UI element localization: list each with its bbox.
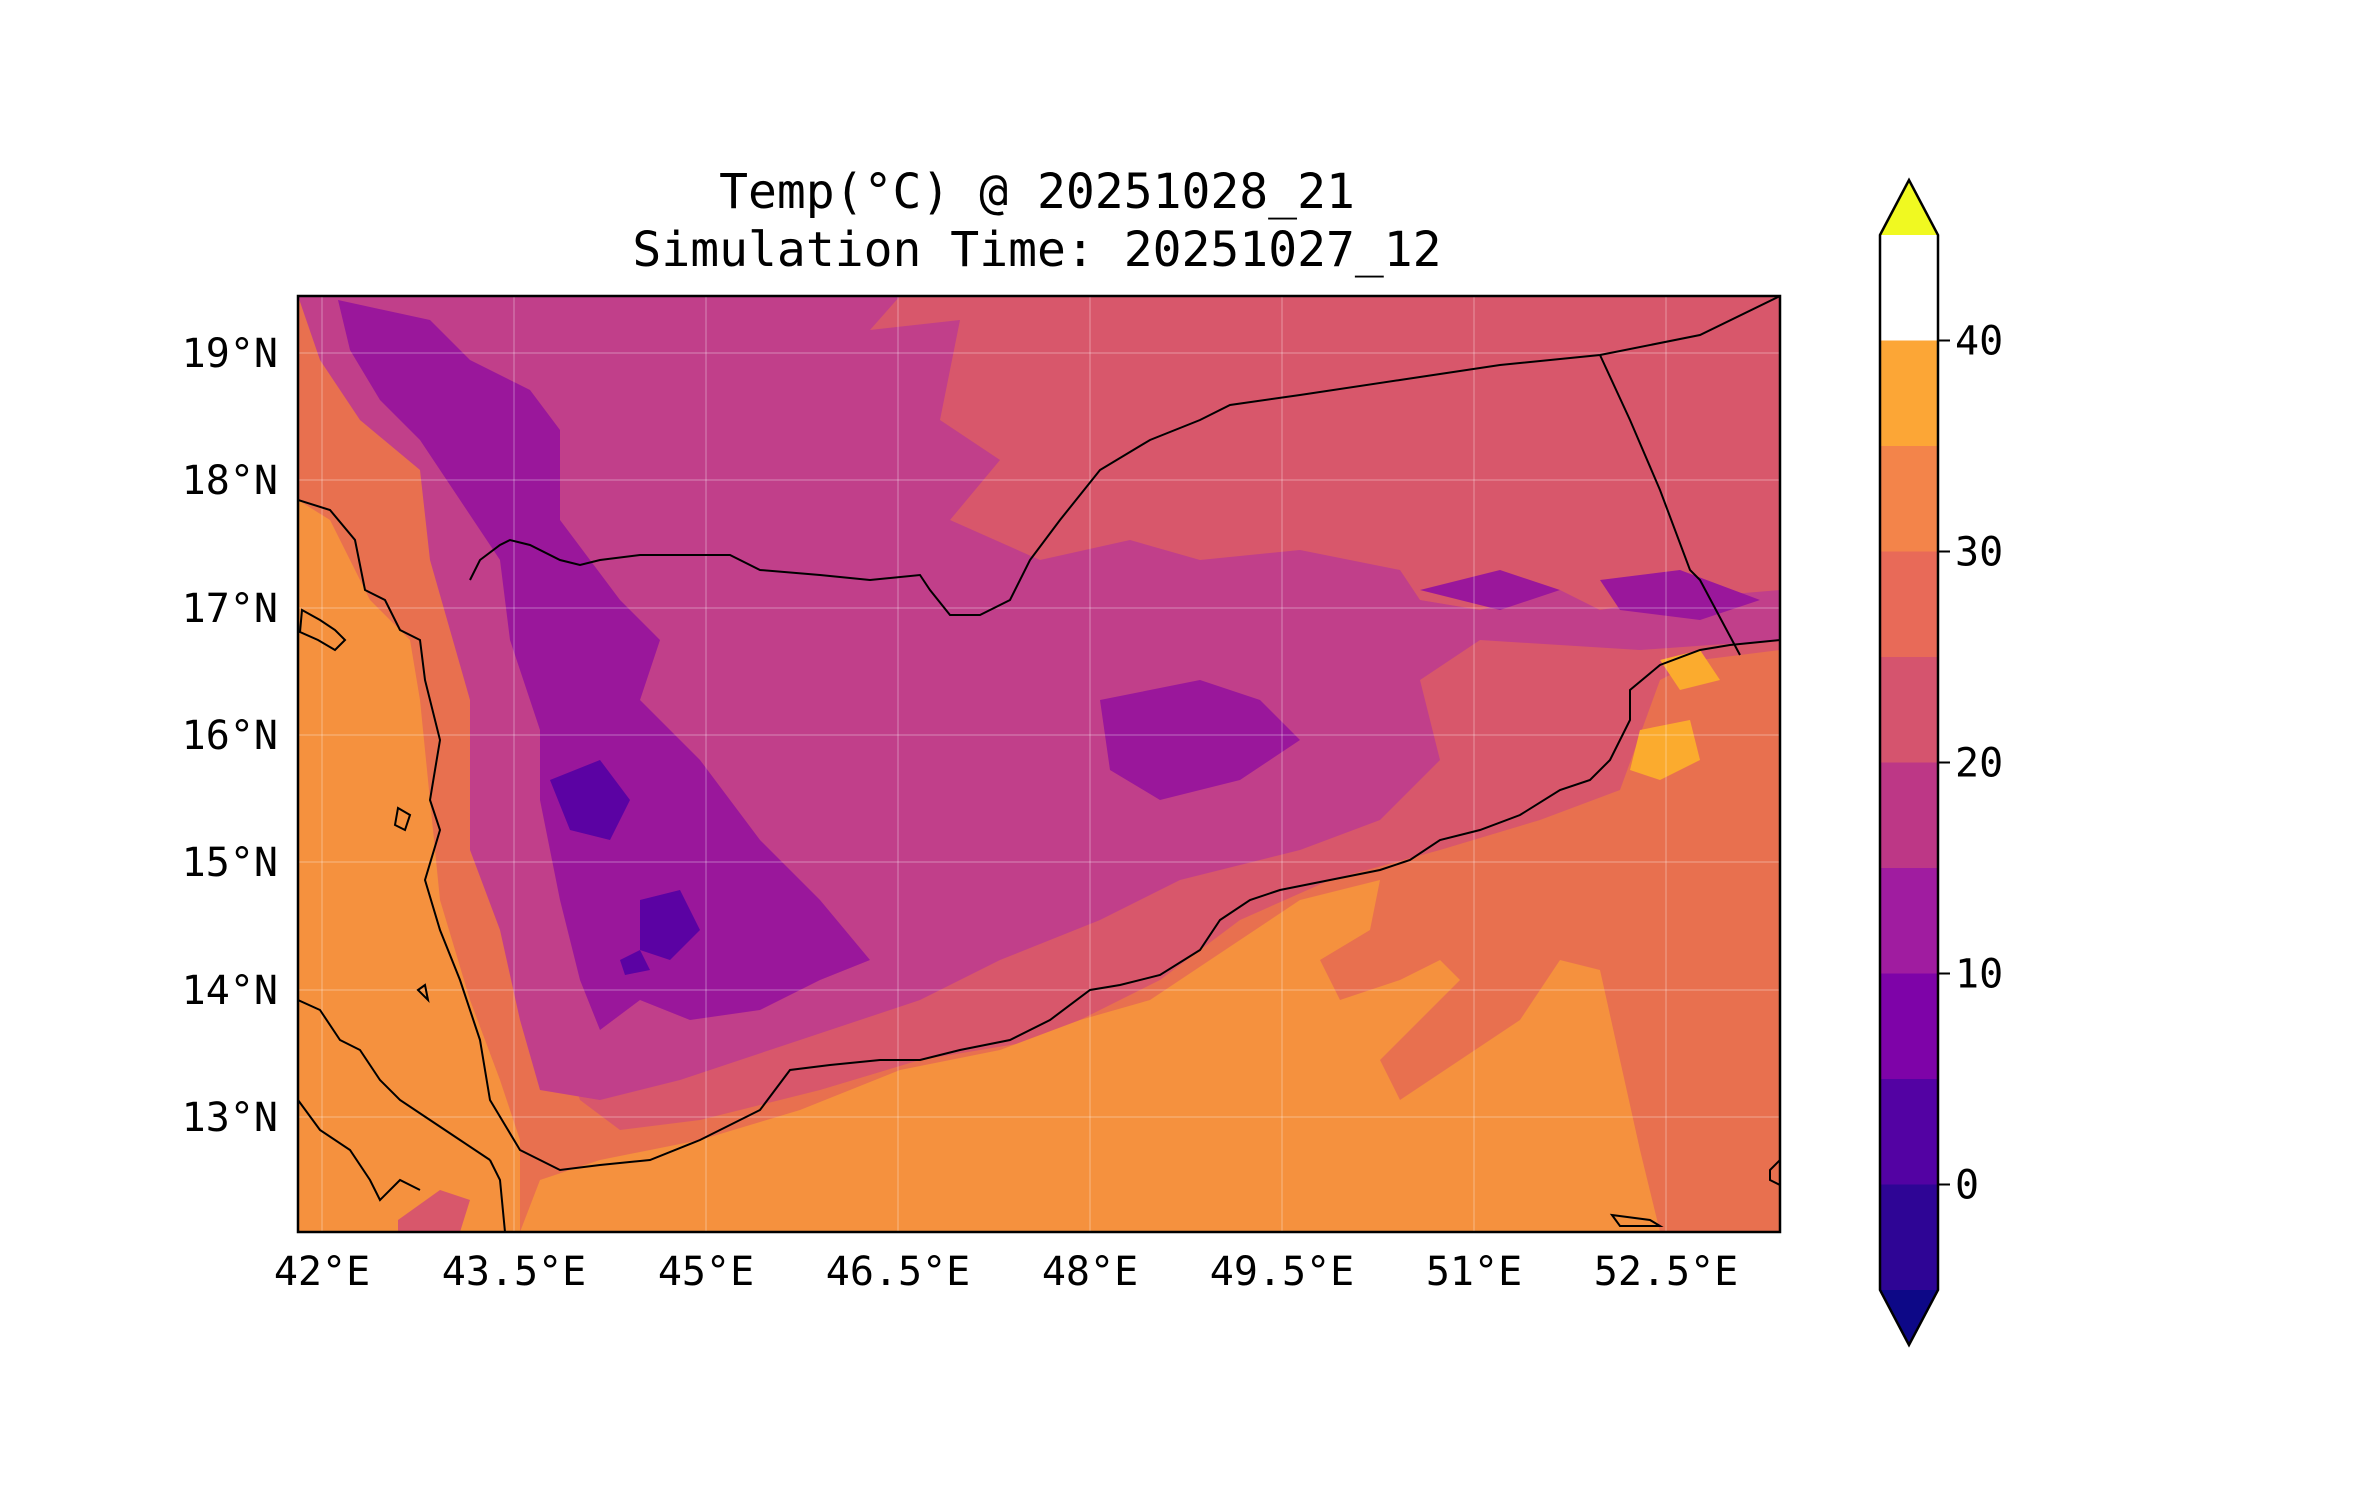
y-tick-label: 15°N — [182, 840, 278, 886]
x-tick-label: 42°E — [274, 1249, 370, 1295]
colorbar-bin — [1880, 340, 1938, 446]
colorbar-tick-label: 0 — [1955, 1163, 1979, 1209]
x-axis: 42°E 43.5°E 45°E 46.5°E 48°E 49.5°E 51°E… — [274, 1249, 1738, 1295]
y-tick-label: 17°N — [182, 586, 278, 632]
temperature-region — [338, 300, 870, 1030]
x-tick-label: 49.5°E — [1210, 1249, 1355, 1295]
temperature-region — [550, 760, 700, 975]
colorbar-bin — [1880, 762, 1938, 868]
y-tick-label: 13°N — [182, 1095, 278, 1141]
x-tick-label: 48°E — [1042, 1249, 1138, 1295]
colorbar-bin — [1880, 657, 1938, 763]
y-axis: 19°N 18°N 17°N 16°N 15°N 14°N 13°N — [182, 331, 278, 1141]
colorbar-bin — [1880, 446, 1938, 552]
temperature-map — [298, 296, 1780, 1232]
colorbar-extend-high — [1880, 180, 1938, 235]
x-tick-label: 52.5°E — [1594, 1249, 1739, 1295]
temperature-region — [1100, 570, 1760, 800]
colorbar-bin — [1880, 551, 1938, 657]
colorbar-bin — [1880, 1184, 1938, 1290]
y-tick-label: 16°N — [182, 713, 278, 759]
x-tick-label: 43.5°E — [442, 1249, 587, 1295]
colorbar-extend-low — [1880, 1290, 1938, 1345]
colorbar-tick-label: 10 — [1955, 952, 2003, 998]
colorbar-bin — [1880, 1079, 1938, 1185]
colorbar-tick-label: 20 — [1955, 741, 2003, 787]
map-frame — [296, 294, 1782, 1234]
x-tick-label: 51°E — [1426, 1249, 1522, 1295]
y-tick-label: 14°N — [182, 968, 278, 1014]
temperature-region — [1630, 720, 1700, 780]
colorbar-ticks: 0 10 20 30 40 — [1955, 319, 2003, 1209]
y-tick-label: 18°N — [182, 458, 278, 504]
map-subtitle: Simulation Time: 20251027_12 — [632, 222, 1442, 278]
x-tick-label: 46.5°E — [826, 1249, 971, 1295]
colorbar — [1878, 177, 1950, 1348]
x-tick-label: 45°E — [658, 1249, 754, 1295]
y-tick-label: 19°N — [182, 331, 278, 377]
map-title: Temp(°C) @ 20251028_21 — [719, 164, 1355, 220]
colorbar-tick-label: 30 — [1955, 530, 2003, 576]
temperature-region — [520, 880, 1660, 1232]
colorbar-bin — [1880, 868, 1938, 974]
colorbar-tick-label: 40 — [1955, 319, 2003, 365]
temperature-region — [398, 1190, 470, 1232]
temperature-region — [298, 500, 520, 1232]
coastlines — [298, 296, 1780, 1232]
colorbar-outline — [1878, 177, 1940, 1348]
colorbar-bin — [1880, 973, 1938, 1079]
